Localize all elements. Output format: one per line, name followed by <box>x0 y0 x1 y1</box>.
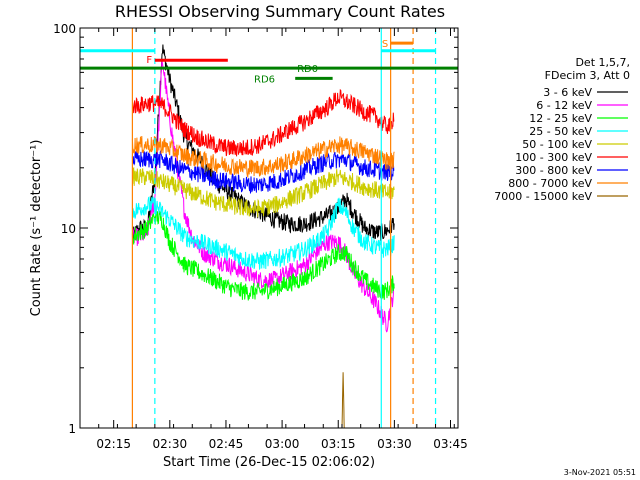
legend-label-3-6-kev: 3 - 6 keV <box>543 86 592 99</box>
annotation-label-f: F <box>146 55 152 66</box>
series-line-800-7000-kev <box>131 135 395 179</box>
series-line-25-50-kev <box>131 196 395 271</box>
series-line-50-100-kev <box>131 166 395 218</box>
y-tick-label: 10 <box>61 222 76 236</box>
legend-header-detectors: Det 1,5,7, <box>575 56 630 69</box>
x-tick-label: 03:00 <box>265 437 300 451</box>
series-line-300-800-kev <box>131 150 395 194</box>
x-tick-label: 02:15 <box>96 437 131 451</box>
annotation-label-rd6: RD6 <box>254 74 275 85</box>
legend-label-6-12-kev: 6 - 12 keV <box>536 99 592 112</box>
legend-label-25-50-kev: 25 - 50 keV <box>529 125 592 138</box>
x-tick-label: 03:15 <box>321 437 356 451</box>
annotation-label-s: S <box>382 39 388 50</box>
chart-title: RHESSI Observing Summary Count Rates <box>115 2 445 21</box>
annotation-bars-group: F RD0 RD6 S <box>80 39 458 85</box>
x-axis-label: Start Time (26-Dec-15 02:06:02) <box>163 455 375 470</box>
annotation-label-rd0: RD0 <box>297 64 318 75</box>
series-line-100-300-kev <box>131 88 395 157</box>
y-tick-label: 100 <box>53 22 76 36</box>
legend-label-7000-15000-kev: 7000 - 15000 keV <box>494 190 592 203</box>
legend-label-50-100-kev: 50 - 100 keV <box>522 138 592 151</box>
axes-group: 02:15 02:30 02:45 03:00 03:15 03:30 03:45 100 10… <box>53 22 468 451</box>
legend-label-100-300-kev: 100 - 300 keV <box>515 151 592 164</box>
legend-label-800-7000-kev: 800 - 7000 keV <box>508 177 592 190</box>
series-line-12-25-kev <box>131 207 395 301</box>
legend-label-300-800-kev: 300 - 800 keV <box>515 164 592 177</box>
footer-timestamp: 3-Nov-2021 05:51 <box>564 468 636 477</box>
x-tick-label: 02:45 <box>209 437 244 451</box>
series-group <box>131 44 395 429</box>
y-tick-label: 1 <box>68 422 76 436</box>
legend-header-fdecim: FDecim 3, Att 0 <box>545 69 630 82</box>
legend-label-12-25-kev: 12 - 25 keV <box>529 112 592 125</box>
x-tick-label: 02:30 <box>153 437 188 451</box>
y-axis-label: Count Rate (s⁻¹ detector⁻¹) <box>29 140 44 317</box>
x-tick-label: 03:45 <box>433 437 468 451</box>
x-tick-label: 03:30 <box>377 437 412 451</box>
vertical-markers-group <box>131 28 437 428</box>
